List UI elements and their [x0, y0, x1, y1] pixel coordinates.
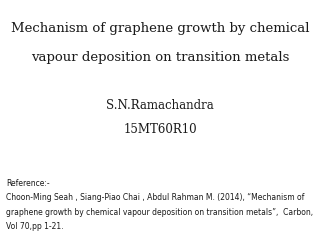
- Text: Vol 70,pp 1-21.: Vol 70,pp 1-21.: [6, 222, 64, 231]
- Text: vapour deposition on transition metals: vapour deposition on transition metals: [31, 51, 289, 64]
- Text: graphene growth by chemical vapour deposition on transition metals”,  Carbon,: graphene growth by chemical vapour depos…: [6, 208, 314, 217]
- Text: S.N.Ramachandra: S.N.Ramachandra: [106, 99, 214, 112]
- Text: 15MT60R10: 15MT60R10: [123, 123, 197, 136]
- Text: Reference:-: Reference:-: [6, 179, 50, 188]
- Text: Mechanism of graphene growth by chemical: Mechanism of graphene growth by chemical: [11, 22, 309, 35]
- Text: Choon-Ming Seah , Siang-Piao Chai , Abdul Rahman M. (2014), “Mechanism of: Choon-Ming Seah , Siang-Piao Chai , Abdu…: [6, 193, 305, 203]
